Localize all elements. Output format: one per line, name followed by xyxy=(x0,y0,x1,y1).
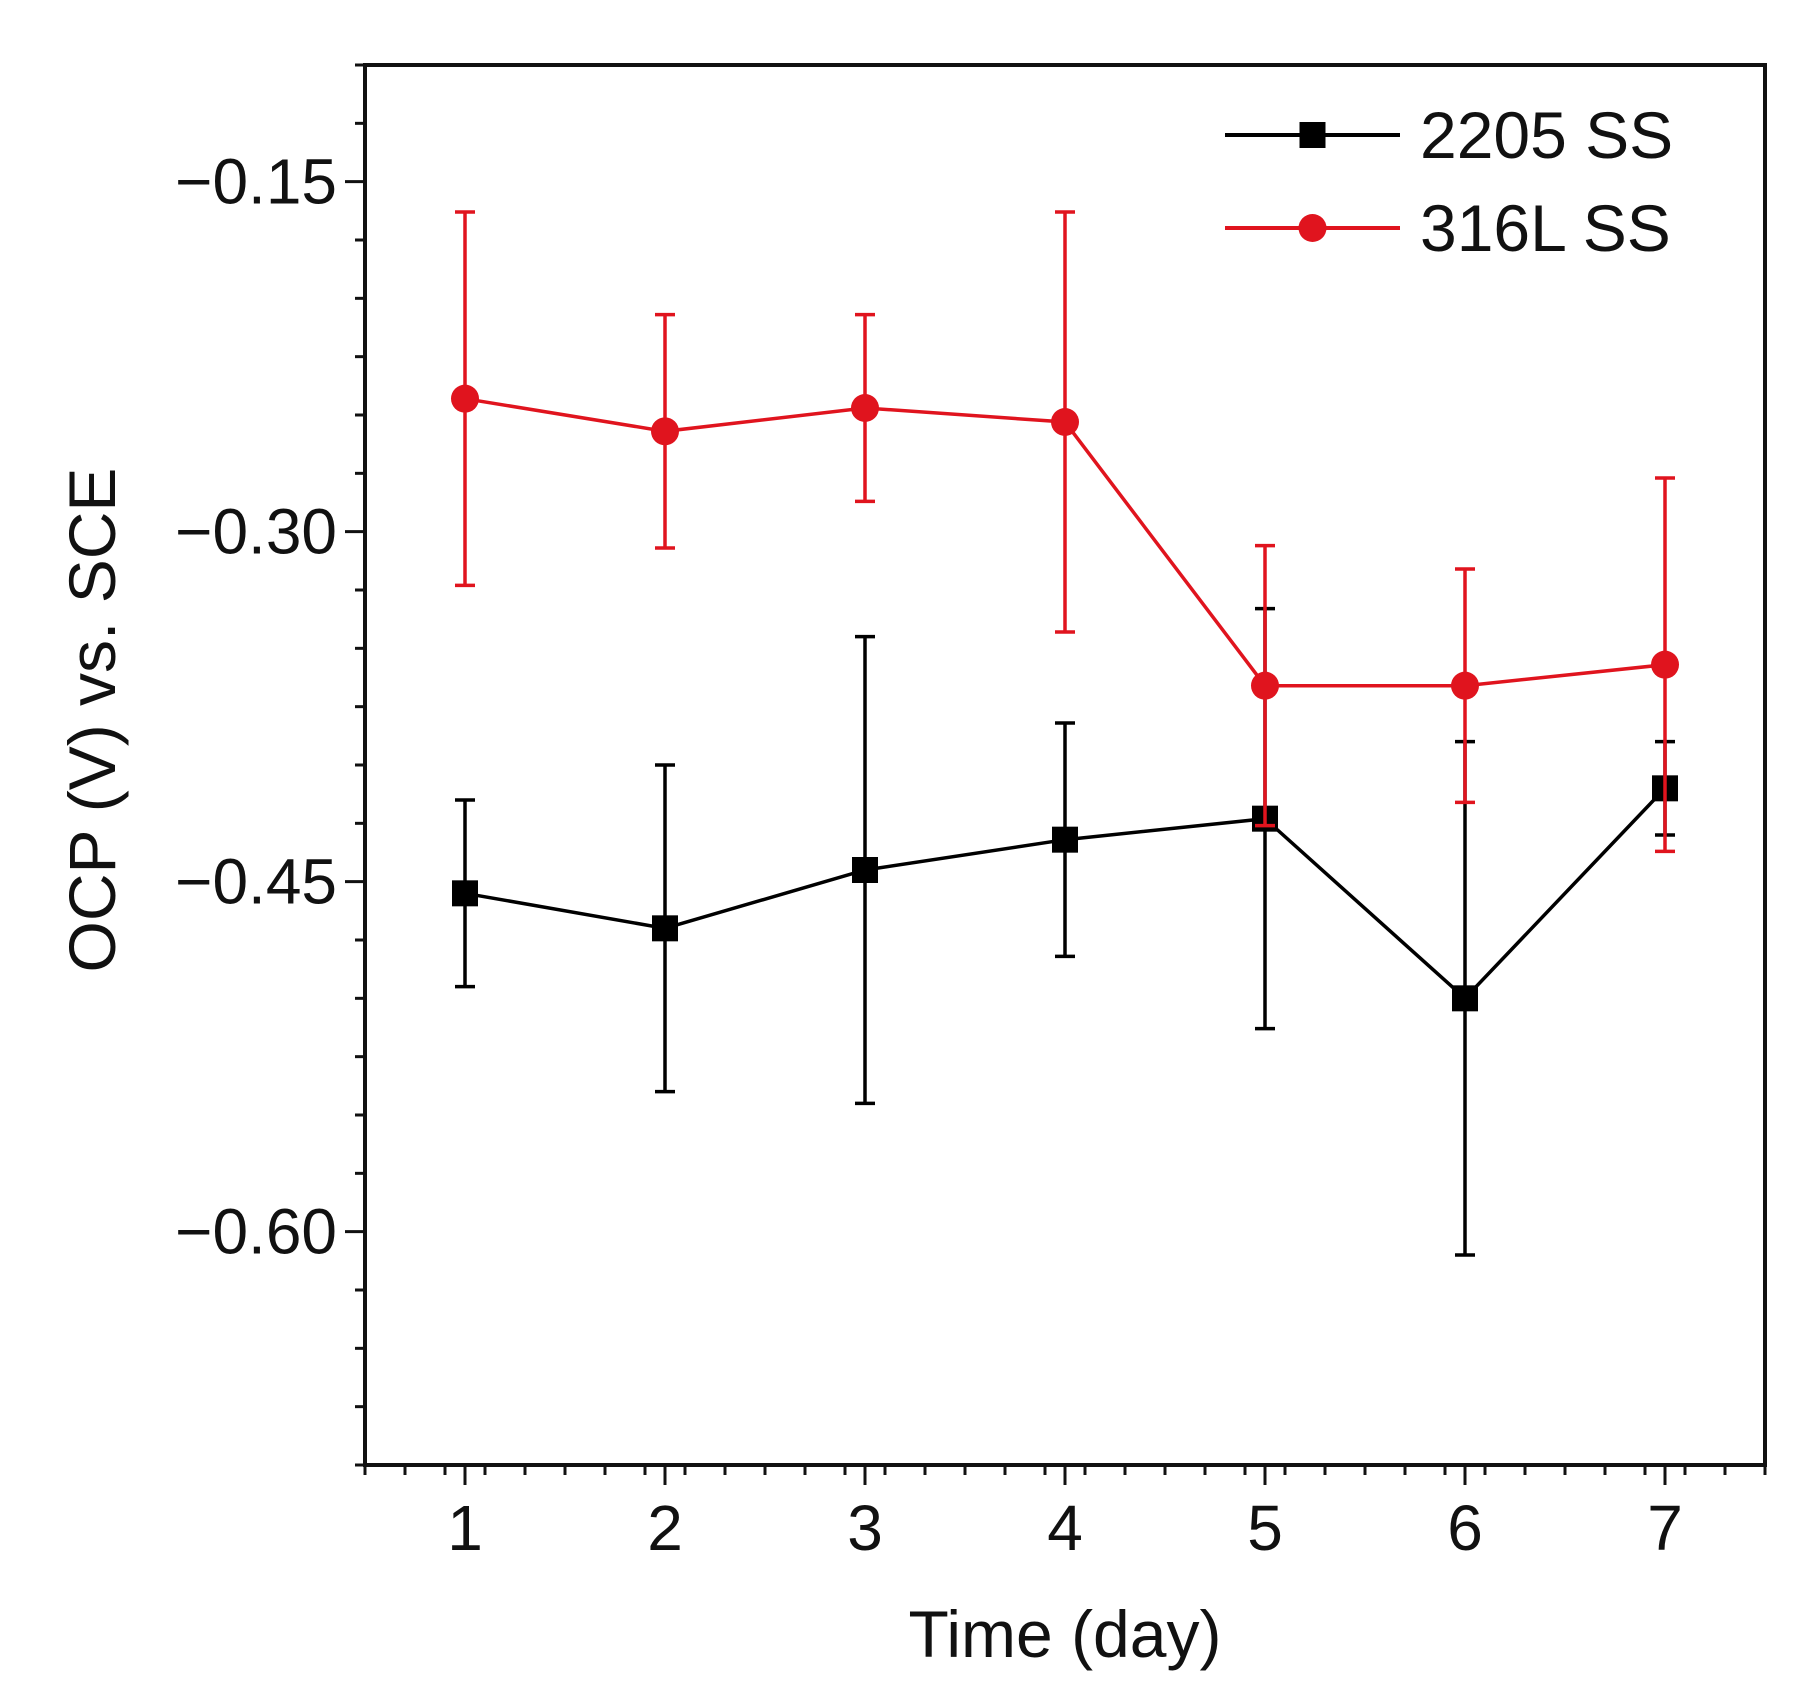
data-point xyxy=(1052,826,1078,853)
data-point xyxy=(652,915,678,942)
x-tick-label: 5 xyxy=(1247,1492,1283,1564)
y-tick-label: −0.45 xyxy=(175,846,337,918)
data-point xyxy=(851,394,879,422)
x-axis-title: Time (day) xyxy=(909,1597,1222,1671)
x-axis-ticks: 1 2 3 4 5 6 7 xyxy=(363,1465,1767,1564)
data-point xyxy=(651,417,679,446)
data-point xyxy=(451,384,479,413)
legend-label: 316L SS xyxy=(1420,191,1671,265)
legend-marker xyxy=(1298,214,1327,242)
legend-marker xyxy=(1299,122,1326,148)
legend: 2205 SS 316L SS xyxy=(1225,98,1673,265)
y-axis-title: OCP (V) vs. SCE xyxy=(55,468,129,973)
x-tick-label: 2 xyxy=(647,1492,683,1564)
x-tick-label: 1 xyxy=(447,1492,483,1564)
x-tick-label: 3 xyxy=(847,1492,883,1564)
y-tick-label: −0.30 xyxy=(175,496,337,568)
data-point xyxy=(1451,671,1479,700)
x-tick-label: 7 xyxy=(1647,1492,1683,1564)
data-point xyxy=(1651,650,1679,679)
data-point xyxy=(1452,985,1478,1012)
series-0 xyxy=(452,606,1678,1257)
series-layer xyxy=(451,210,1679,1257)
legend-label: 2205 SS xyxy=(1420,98,1673,172)
data-point xyxy=(452,880,478,907)
data-point xyxy=(852,857,878,883)
data-point xyxy=(1251,671,1279,700)
x-tick-label: 6 xyxy=(1447,1492,1483,1564)
series-1 xyxy=(451,210,1679,854)
y-tick-label: −0.60 xyxy=(175,1196,337,1268)
y-tick-label: −0.15 xyxy=(175,146,337,218)
y-axis-ticks: −0.15 −0.30 −0.45 −0.60 xyxy=(175,63,365,1467)
data-point xyxy=(1051,408,1079,436)
x-tick-label: 4 xyxy=(1047,1492,1083,1564)
